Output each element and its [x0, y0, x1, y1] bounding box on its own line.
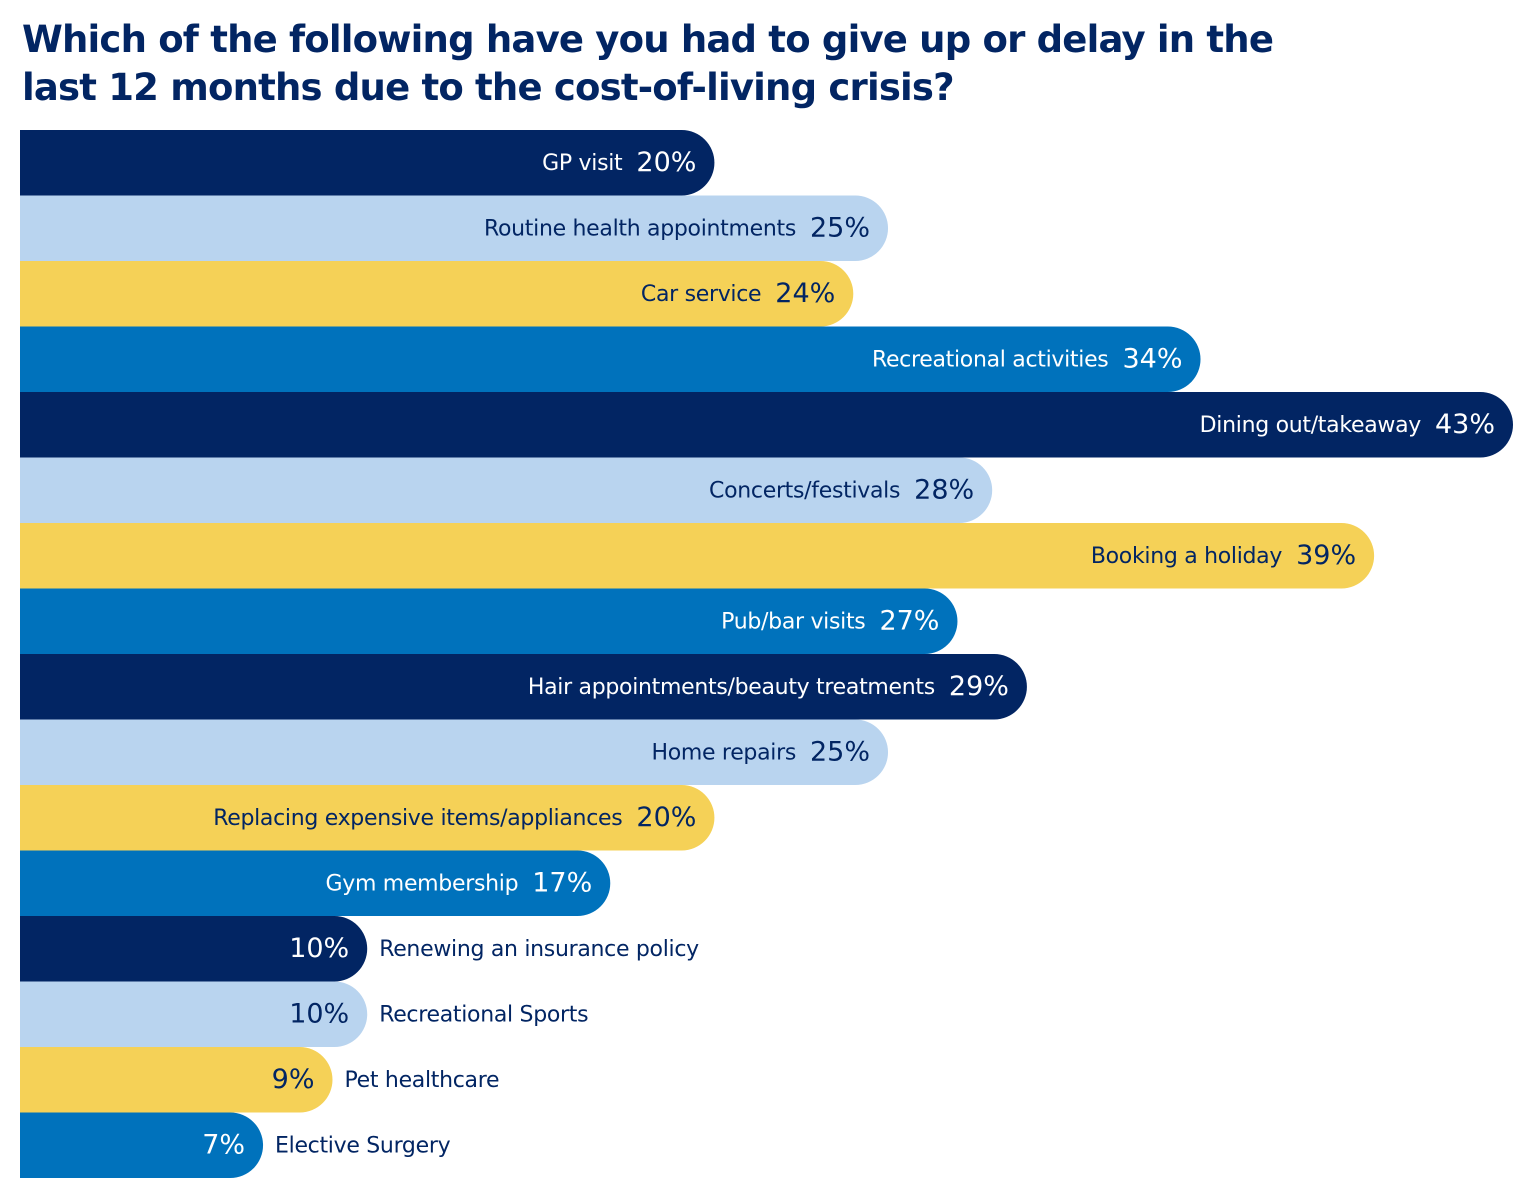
category-label: Recreational activities	[872, 347, 1109, 372]
category-label: GP visit	[542, 151, 623, 176]
bar-group: 39% Booking a holiday	[20, 523, 1375, 589]
bar	[20, 850, 611, 916]
bar-group: 20% GP visit	[20, 130, 715, 196]
value-label: 7%	[202, 1129, 245, 1160]
category-label: Hair appointments/beauty treatments	[528, 675, 935, 700]
value-label: 20%	[636, 147, 696, 178]
bar-group: 29% Hair appointments/beauty treatments	[20, 654, 1027, 720]
bar	[20, 588, 958, 654]
bar	[20, 916, 368, 982]
value-label: 24%	[775, 278, 835, 309]
value-label: 10%	[289, 933, 349, 964]
bar	[20, 261, 854, 327]
category-label: Pub/bar visits	[721, 609, 865, 634]
bar	[20, 457, 993, 523]
category-label: Concerts/festivals	[709, 478, 900, 503]
category-label: Booking a holiday	[1091, 544, 1283, 569]
bar	[20, 326, 1201, 392]
value-label: 29%	[949, 671, 1009, 702]
value-label: 25%	[810, 212, 870, 243]
value-label: 34%	[1122, 343, 1182, 374]
category-label: Elective Surgery	[275, 1133, 451, 1158]
bar	[20, 130, 715, 196]
bar-group: 27% Pub/bar visits	[20, 588, 958, 654]
value-label: 28%	[914, 474, 974, 505]
bar	[20, 785, 715, 851]
value-label: 17%	[532, 867, 592, 898]
value-label: 27%	[879, 605, 939, 636]
bar-group: 34% Recreational activities	[20, 326, 1201, 392]
bar-group: 10% Renewing an insurance policy	[20, 916, 699, 982]
value-label: 39%	[1296, 540, 1356, 571]
category-label: Gym membership	[326, 871, 519, 896]
bar	[20, 719, 889, 785]
category-label: Routine health appointments	[484, 216, 796, 241]
bar-group: 43% Dining out/takeaway	[20, 392, 1513, 458]
bar-group: 7% Elective Surgery	[20, 1112, 451, 1178]
bar-group: 24% Car service	[20, 261, 854, 327]
value-label: 10%	[289, 998, 349, 1029]
category-label: Dining out/takeaway	[1200, 413, 1422, 438]
value-label: 20%	[636, 802, 696, 833]
value-label: 25%	[810, 736, 870, 767]
value-label: 43%	[1435, 409, 1495, 440]
bar	[20, 1047, 333, 1113]
category-label: Car service	[641, 282, 761, 307]
category-label: Recreational Sports	[379, 1002, 588, 1027]
category-label: Renewing an insurance policy	[379, 937, 699, 962]
bar	[20, 981, 368, 1047]
bar	[20, 392, 1513, 458]
bar	[20, 195, 889, 261]
bar-group: 25% Routine health appointments	[20, 195, 889, 261]
bar-group: 17% Gym membership	[20, 850, 611, 916]
bar-group: 20% Replacing expensive items/appliances	[20, 785, 715, 851]
bar-group: 28% Concerts/festivals	[20, 457, 993, 523]
bar-group: 9% Pet healthcare	[20, 1047, 500, 1113]
bar	[20, 1112, 264, 1178]
value-label: 9%	[272, 1064, 315, 1095]
chart-title: Which of the following have you had to g…	[22, 18, 1274, 109]
bar-group: 25% Home repairs	[20, 719, 889, 785]
bar	[20, 654, 1027, 720]
category-label: Home repairs	[651, 740, 796, 765]
category-label: Replacing expensive items/appliances	[213, 806, 622, 831]
category-label: Pet healthcare	[344, 1068, 499, 1093]
bar-group: 10% Recreational Sports	[20, 981, 589, 1047]
bar	[20, 523, 1375, 589]
